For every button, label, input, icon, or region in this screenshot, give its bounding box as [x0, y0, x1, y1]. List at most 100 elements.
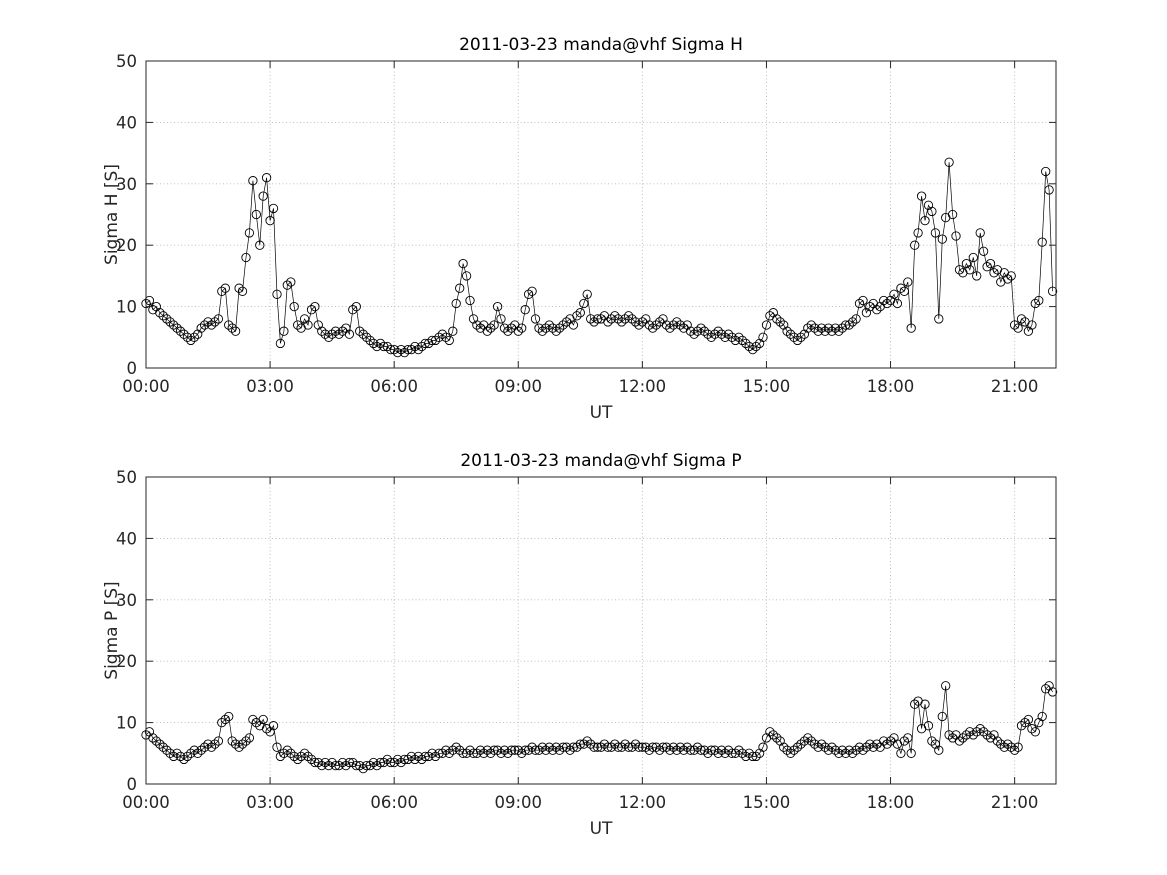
data-point	[665, 745, 675, 755]
data-point	[978, 727, 989, 737]
data-point	[903, 277, 913, 287]
data-point	[789, 332, 799, 342]
data-point	[168, 751, 179, 762]
data-point	[830, 745, 841, 755]
data-point	[651, 320, 661, 330]
data-point	[630, 317, 641, 327]
data-point	[606, 314, 616, 324]
data-point	[810, 323, 820, 333]
data-point	[317, 760, 327, 771]
data-point	[648, 323, 658, 333]
data-point	[317, 326, 327, 336]
data-point	[579, 298, 589, 309]
data-point	[155, 739, 165, 749]
data-point	[396, 344, 406, 355]
data-point	[1003, 739, 1013, 749]
data-point	[713, 748, 723, 758]
data-point	[920, 215, 930, 226]
data-point	[534, 323, 544, 333]
data-point	[224, 711, 234, 722]
data-point	[213, 736, 224, 746]
data-point	[162, 314, 172, 324]
data-point	[513, 326, 523, 336]
data-point	[1006, 271, 1016, 281]
data-point	[896, 748, 906, 758]
data-point	[193, 748, 203, 758]
data-point	[424, 751, 434, 762]
data-point	[379, 757, 389, 768]
data-point	[992, 736, 1003, 746]
y-tick-label: 10	[116, 298, 137, 317]
data-point	[272, 742, 282, 752]
x-tick-label: 12:00	[619, 793, 667, 812]
data-point	[699, 326, 710, 336]
data-point	[1047, 687, 1058, 697]
y-tick-label: 0	[127, 775, 138, 794]
data-point	[1030, 727, 1040, 737]
data-point	[237, 739, 248, 749]
data-point	[934, 745, 944, 755]
data-point	[327, 329, 337, 339]
data-point	[772, 733, 782, 743]
data-point	[182, 332, 193, 342]
data-point	[1044, 185, 1054, 195]
sigma-p-chart: 00:00 03:00 06:00 09:00 12:00 15:00 18:00 21:00…	[102, 451, 1058, 839]
data-point	[368, 757, 379, 768]
data-point	[965, 265, 975, 275]
data-point	[761, 733, 772, 743]
data-point	[617, 742, 627, 752]
data-point	[458, 258, 468, 269]
data-point	[403, 754, 413, 765]
sigma-h-chart: 00:00 03:00 06:00 09:00 12:00 15:00 18:00 21:00…	[102, 35, 1058, 423]
data-point	[692, 326, 703, 336]
data-point	[172, 748, 182, 758]
data-point	[889, 289, 899, 299]
data-point	[806, 736, 816, 746]
data-point	[954, 736, 965, 746]
data-point	[910, 240, 920, 250]
data-point	[923, 200, 934, 210]
data-point	[703, 329, 713, 339]
data-point	[934, 314, 944, 324]
data-point	[289, 301, 299, 312]
data-point	[489, 320, 499, 330]
data-point	[355, 326, 365, 336]
data-point	[851, 314, 861, 324]
y-tick-label: 0	[127, 359, 138, 378]
data-point	[775, 317, 785, 327]
data-point	[492, 745, 503, 755]
y-tick-label: 10	[116, 714, 137, 733]
data-point	[982, 730, 992, 740]
data-point	[737, 335, 747, 346]
x-tick-label: 09:00	[494, 377, 542, 396]
data-point	[844, 745, 854, 755]
data-point	[972, 271, 982, 281]
data-point	[448, 745, 458, 755]
data-point	[799, 736, 810, 746]
data-point	[641, 742, 651, 752]
data-point	[634, 320, 644, 330]
data-point	[782, 326, 792, 336]
data-point	[672, 317, 682, 327]
data-point	[255, 240, 265, 250]
data-point	[730, 335, 741, 346]
data-point	[196, 745, 206, 755]
data-point	[1016, 314, 1027, 324]
data-point	[737, 748, 747, 758]
data-point	[299, 748, 310, 758]
data-point	[620, 314, 630, 324]
data-point	[961, 730, 972, 740]
data-point	[172, 323, 182, 333]
data-point	[520, 305, 530, 315]
data-point	[558, 320, 568, 330]
data-point	[623, 311, 634, 321]
data-point	[1023, 714, 1034, 725]
data-point	[575, 308, 585, 318]
data-point	[796, 332, 806, 342]
data-point	[734, 745, 744, 755]
data-point	[265, 727, 275, 737]
data-point	[165, 317, 175, 327]
data-point	[603, 317, 613, 327]
data-point	[923, 721, 934, 731]
data-point	[803, 323, 813, 333]
